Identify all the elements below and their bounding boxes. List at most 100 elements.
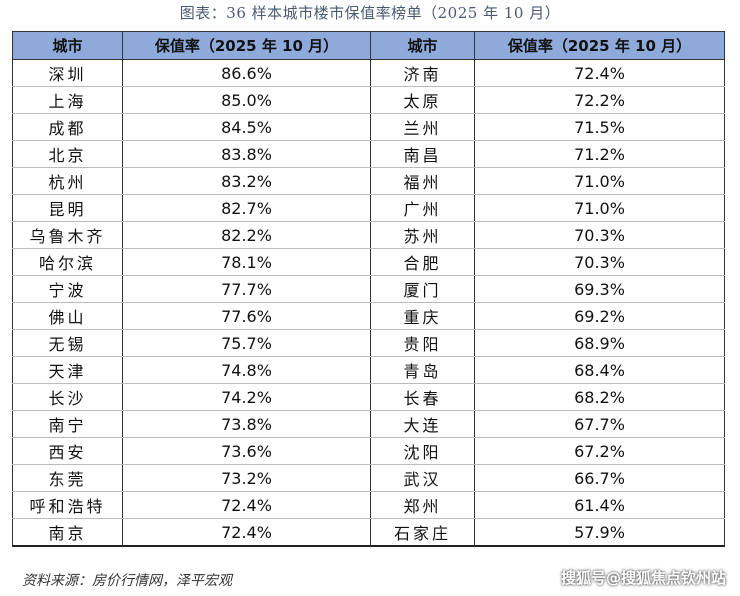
header-city-left: 城市 [12,31,123,60]
city-right-cell: 青岛 [370,356,475,384]
rate-left-cell: 86.6% [122,59,371,87]
city-left-cell: 哈尔滨 [12,248,123,276]
city-left-cell: 南宁 [12,410,123,438]
table-row: 昆明 82.7% 广州 71.0% [12,194,725,222]
table-row: 无锡 75.7% 贵阳 68.9% [12,329,725,357]
city-right-cell: 广州 [370,194,475,222]
rate-left-cell: 74.2% [122,383,371,411]
rate-left-cell: 77.6% [122,302,371,330]
city-left-cell: 长沙 [12,383,123,411]
rate-right-cell: 67.7% [474,410,725,438]
city-left-cell: 乌鲁木齐 [12,221,123,249]
rate-left-cell: 78.1% [122,248,371,276]
rate-right-cell: 69.2% [474,302,725,330]
city-left-cell: 西安 [12,437,123,465]
rate-left-cell: 74.8% [122,356,371,384]
rate-right-cell: 70.3% [474,221,725,249]
rate-right-cell: 70.3% [474,248,725,276]
city-right-cell: 贵阳 [370,329,475,357]
rate-left-cell: 82.2% [122,221,371,249]
table-row: 上海 85.0% 太原 72.2% [12,86,725,114]
rate-right-cell: 71.2% [474,140,725,168]
rate-right-cell: 61.4% [474,491,725,519]
table-row: 西安 73.6% 沈阳 67.2% [12,437,725,465]
city-right-cell: 太原 [370,86,475,114]
city-left-cell: 上海 [12,86,123,114]
table-header-row: 城市 保值率（2025 年 10 月） 城市 保值率（2025 年 10 月） [12,31,725,60]
table-row: 宁波 77.7% 厦门 69.3% [12,275,725,303]
table-row: 长沙 74.2% 长春 68.2% [12,383,725,411]
rate-left-cell: 82.7% [122,194,371,222]
table-row: 杭州 83.2% 福州 71.0% [12,167,725,195]
city-left-cell: 佛山 [12,302,123,330]
table-row: 成都 84.5% 兰州 71.5% [12,113,725,141]
rate-right-cell: 71.5% [474,113,725,141]
city-left-cell: 天津 [12,356,123,384]
table-row: 哈尔滨 78.1% 合肥 70.3% [12,248,725,276]
city-left-cell: 宁波 [12,275,123,303]
city-right-cell: 兰州 [370,113,475,141]
header-rate-right: 保值率（2025 年 10 月） [474,31,725,60]
city-right-cell: 合肥 [370,248,475,276]
source-note: 资料来源：房价行情网，泽平宏观 [22,573,232,589]
rate-left-cell: 84.5% [122,113,371,141]
rate-left-cell: 83.2% [122,167,371,195]
rate-left-cell: 85.0% [122,86,371,114]
rate-left-cell: 73.8% [122,410,371,438]
table-row: 北京 83.8% 南昌 71.2% [12,140,725,168]
city-right-cell: 长春 [370,383,475,411]
city-left-cell: 杭州 [12,167,123,195]
header-city-right: 城市 [370,31,475,60]
city-right-cell: 郑州 [370,491,475,519]
city-right-cell: 重庆 [370,302,475,330]
rate-right-cell: 71.0% [474,167,725,195]
city-left-cell: 成都 [12,113,123,141]
rate-right-cell: 72.4% [474,59,725,87]
city-right-cell: 济南 [370,59,475,87]
table-row: 南宁 73.8% 大连 67.7% [12,410,725,438]
rate-right-cell: 68.4% [474,356,725,384]
rate-left-cell: 72.4% [122,518,371,547]
table-row: 南京 72.4% 石家庄 57.9% [12,518,725,547]
rate-left-cell: 77.7% [122,275,371,303]
table-row: 深圳 86.6% 济南 72.4% [12,59,725,87]
city-right-cell: 南昌 [370,140,475,168]
city-left-cell: 南京 [12,518,123,547]
city-right-cell: 大连 [370,410,475,438]
table-row: 天津 74.8% 青岛 68.4% [12,356,725,384]
rate-right-cell: 67.2% [474,437,725,465]
city-right-cell: 福州 [370,167,475,195]
table-row: 乌鲁木齐 82.2% 苏州 70.3% [12,221,725,249]
city-left-cell: 北京 [12,140,123,168]
rate-right-cell: 57.9% [474,518,725,547]
retention-rate-table: 城市 保值率（2025 年 10 月） 城市 保值率（2025 年 10 月） … [12,31,725,547]
rate-left-cell: 73.2% [122,464,371,492]
city-right-cell: 厦门 [370,275,475,303]
table-caption: 图表：36 样本城市楼市保值率榜单（2025 年 10 月） [179,4,561,22]
rate-right-cell: 72.2% [474,86,725,114]
city-left-cell: 深圳 [12,59,123,87]
city-right-cell: 武汉 [370,464,475,492]
table-row: 佛山 77.6% 重庆 69.2% [12,302,725,330]
city-right-cell: 沈阳 [370,437,475,465]
city-right-cell: 苏州 [370,221,475,249]
rate-right-cell: 71.0% [474,194,725,222]
header-rate-left: 保值率（2025 年 10 月） [122,31,371,60]
city-right-cell: 石家庄 [370,518,475,547]
rate-right-cell: 69.3% [474,275,725,303]
watermark: 搜狐号@搜狐焦点钦州站 [560,569,726,587]
table-body: 深圳 86.6% 济南 72.4% 上海 85.0% 太原 72.2% 成都 84.5% 兰州 71.… [12,59,725,547]
city-left-cell: 昆明 [12,194,123,222]
rate-left-cell: 83.8% [122,140,371,168]
rate-right-cell: 68.9% [474,329,725,357]
table-row: 呼和浩特 72.4% 郑州 61.4% [12,491,725,519]
city-left-cell: 呼和浩特 [12,491,123,519]
rate-left-cell: 72.4% [122,491,371,519]
city-left-cell: 无锡 [12,329,123,357]
rate-right-cell: 66.7% [474,464,725,492]
city-left-cell: 东莞 [12,464,123,492]
rate-right-cell: 68.2% [474,383,725,411]
table-row: 东莞 73.2% 武汉 66.7% [12,464,725,492]
rate-left-cell: 75.7% [122,329,371,357]
rate-left-cell: 73.6% [122,437,371,465]
